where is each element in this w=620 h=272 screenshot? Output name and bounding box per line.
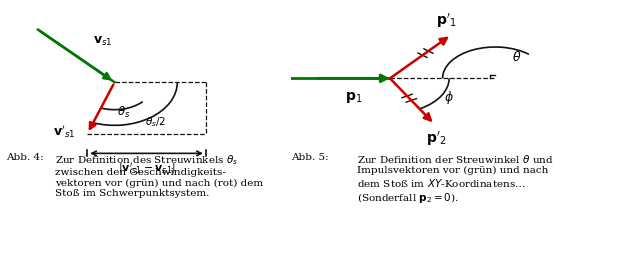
Text: $\theta_s/2$: $\theta_s/2$ [145, 115, 166, 129]
Text: $\mathbf{p}'_2$: $\mathbf{p}'_2$ [426, 130, 446, 149]
Text: Zur Definition des Streuwinkels $\theta_s$
zwischen den Geschwindigkeits-
vektor: Zur Definition des Streuwinkels $\theta_… [55, 153, 263, 198]
Text: $\mathbf{p}_1$: $\mathbf{p}_1$ [345, 90, 363, 105]
Text: $\phi$: $\phi$ [444, 89, 454, 106]
Text: $\theta_s$: $\theta_s$ [117, 105, 131, 120]
Text: Abb. 5:: Abb. 5: [291, 153, 329, 162]
Text: Abb. 4:: Abb. 4: [6, 153, 44, 162]
Text: $\theta$: $\theta$ [512, 50, 521, 64]
Text: $\mathbf{v}'_{s1}$: $\mathbf{v}'_{s1}$ [53, 123, 76, 140]
Text: $\mathbf{v}_{s1}$: $\mathbf{v}_{s1}$ [94, 35, 113, 48]
Text: $|\mathbf{v}'_{s1} - \mathbf{v}_{s1}|$: $|\mathbf{v}'_{s1} - \mathbf{v}_{s1}|$ [118, 161, 175, 176]
Text: Zur Definition der Streuwinkel $\theta$ und
Impulsvektoren vor (grün) und nach
d: Zur Definition der Streuwinkel $\theta$ … [357, 153, 554, 205]
Text: $\mathbf{p}'_1$: $\mathbf{p}'_1$ [436, 12, 456, 30]
